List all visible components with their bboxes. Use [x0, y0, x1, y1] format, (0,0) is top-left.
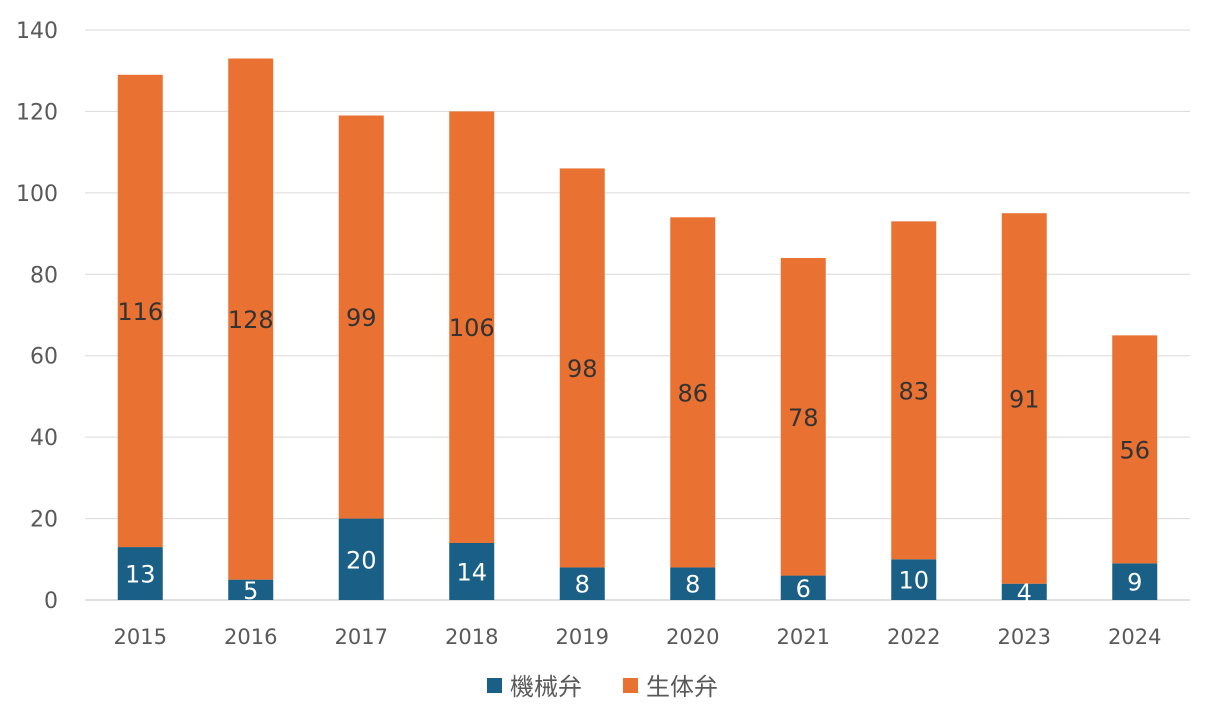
data-label: 99	[346, 304, 377, 332]
data-label: 5	[243, 577, 258, 605]
bar-segment	[228, 579, 274, 600]
y-tick-label: 120	[16, 100, 58, 125]
data-label: 83	[898, 377, 929, 405]
x-tick-label: 2015	[114, 625, 167, 649]
bar-segment	[670, 217, 716, 568]
bar-segment	[670, 567, 716, 600]
bar-segment	[1112, 335, 1158, 564]
data-label: 98	[567, 355, 598, 383]
x-tick-label: 2024	[1108, 625, 1161, 649]
x-tick-label: 2021	[777, 625, 830, 649]
bar-segment	[338, 115, 384, 519]
y-tick-label: 140	[16, 19, 58, 44]
data-label: 56	[1119, 436, 1150, 464]
data-label: 116	[117, 298, 163, 326]
bar-segment	[559, 168, 605, 568]
y-tick-label: 80	[30, 263, 58, 288]
legend-label: 生体弁	[646, 673, 718, 701]
data-label: 86	[677, 379, 708, 407]
data-label: 9	[1127, 569, 1142, 597]
data-label: 8	[685, 571, 700, 599]
legend-label: 機械弁	[510, 673, 582, 701]
bar-segment	[1112, 563, 1158, 600]
bar-segment	[891, 221, 937, 560]
legend: 機械弁 生体弁	[487, 673, 718, 701]
bar-segment	[228, 58, 274, 580]
bar-segment	[1001, 213, 1047, 584]
bars	[117, 58, 1158, 600]
data-label: 6	[796, 575, 811, 603]
bar-segment	[117, 547, 163, 600]
legend-swatch	[487, 678, 502, 693]
data-label: 14	[456, 559, 487, 587]
y-tick-label: 100	[16, 182, 58, 207]
data-label: 78	[788, 404, 819, 432]
bar-segment	[449, 543, 495, 600]
x-tick-label: 2019	[556, 625, 609, 649]
bar-segment	[559, 567, 605, 600]
data-label: 8	[575, 571, 590, 599]
bar-segment	[1001, 583, 1047, 600]
x-tick-label: 2016	[224, 625, 277, 649]
bar-segment	[780, 258, 826, 576]
data-labels: 13 116 5 128 20 99 14 106 8 98 8 86 6 78 10 83 4 91 9 56	[117, 298, 1150, 607]
y-tick-label: 40	[30, 426, 58, 451]
x-tick-label: 2018	[445, 625, 498, 649]
data-label: 10	[898, 567, 929, 595]
data-label: 20	[346, 546, 377, 574]
data-label: 128	[228, 306, 274, 334]
y-tick-label: 0	[44, 589, 58, 614]
data-label: 91	[1009, 385, 1040, 413]
x-tick-label: 2023	[998, 625, 1051, 649]
x-tick-label: 2020	[666, 625, 719, 649]
y-tick-label: 20	[30, 508, 58, 533]
bar-segment	[338, 518, 384, 600]
data-label: 106	[449, 314, 495, 342]
x-tick-label: 2022	[887, 625, 940, 649]
legend-swatch	[623, 678, 638, 693]
x-axis-ticks: 2015 2016 2017 2018 2019 2020 2021 2022 2023 2024	[114, 625, 1162, 649]
y-tick-label: 60	[30, 345, 58, 370]
y-axis-ticks: 0 20 40 60 80 100 120 140	[16, 19, 58, 614]
bar-segment	[891, 559, 937, 600]
data-label: 13	[125, 561, 156, 589]
bar-segment	[449, 111, 495, 543]
bar-segment	[780, 575, 826, 600]
x-tick-label: 2017	[335, 625, 388, 649]
data-label: 4	[1017, 579, 1032, 607]
bar-segment	[117, 74, 163, 548]
